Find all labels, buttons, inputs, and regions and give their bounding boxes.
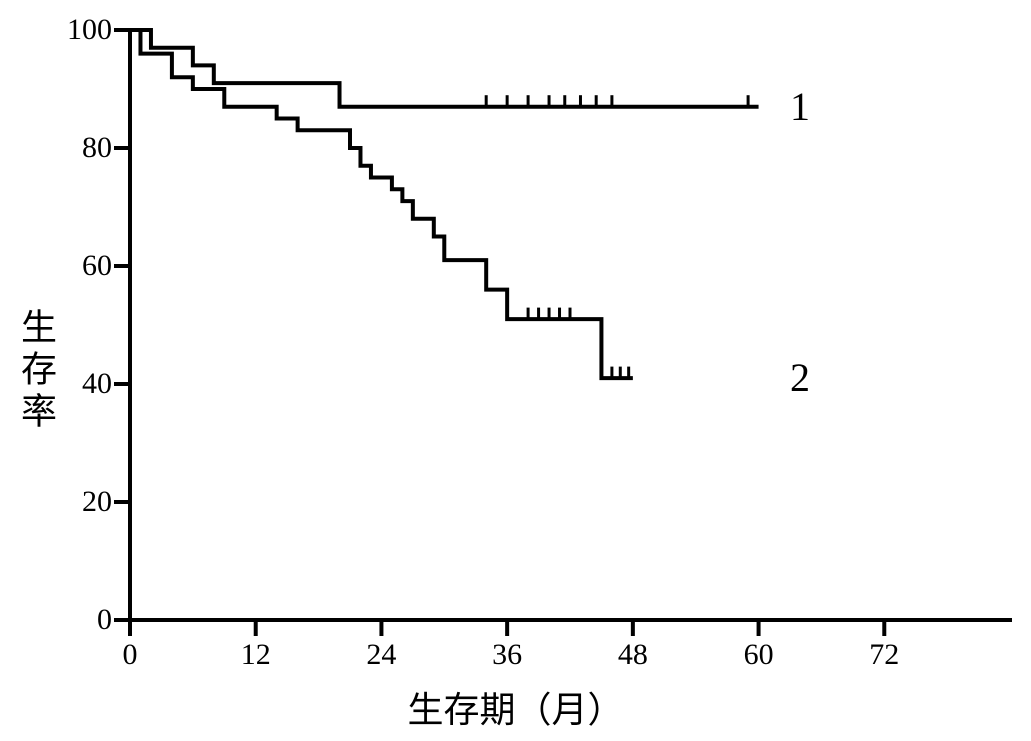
series-label: 2 — [790, 354, 810, 401]
x-tick-label: 24 — [366, 638, 396, 672]
x-tick-label: 60 — [744, 638, 774, 672]
x-tick-label: 0 — [123, 638, 138, 672]
x-tick-label: 48 — [618, 638, 648, 672]
y-tick-labels: 020406080100 — [0, 30, 112, 620]
y-tick-label: 20 — [4, 485, 112, 519]
series-label: 1 — [790, 83, 810, 130]
plot-area — [130, 30, 1010, 620]
x-tick-label: 72 — [869, 638, 899, 672]
survival-chart: 生存率 生存期（月） 020406080100 0122436486072 12 — [0, 0, 1031, 741]
y-tick-label: 80 — [4, 131, 112, 165]
x-tick-label: 36 — [492, 638, 522, 672]
x-axis-label: 生存期（月） — [407, 681, 623, 733]
x-tick-label: 12 — [241, 638, 271, 672]
plot-svg — [130, 30, 1010, 620]
y-tick-label: 60 — [4, 249, 112, 283]
y-tick-label: 100 — [4, 13, 112, 47]
y-tick-label: 0 — [4, 603, 112, 637]
y-tick-label: 40 — [4, 367, 112, 401]
